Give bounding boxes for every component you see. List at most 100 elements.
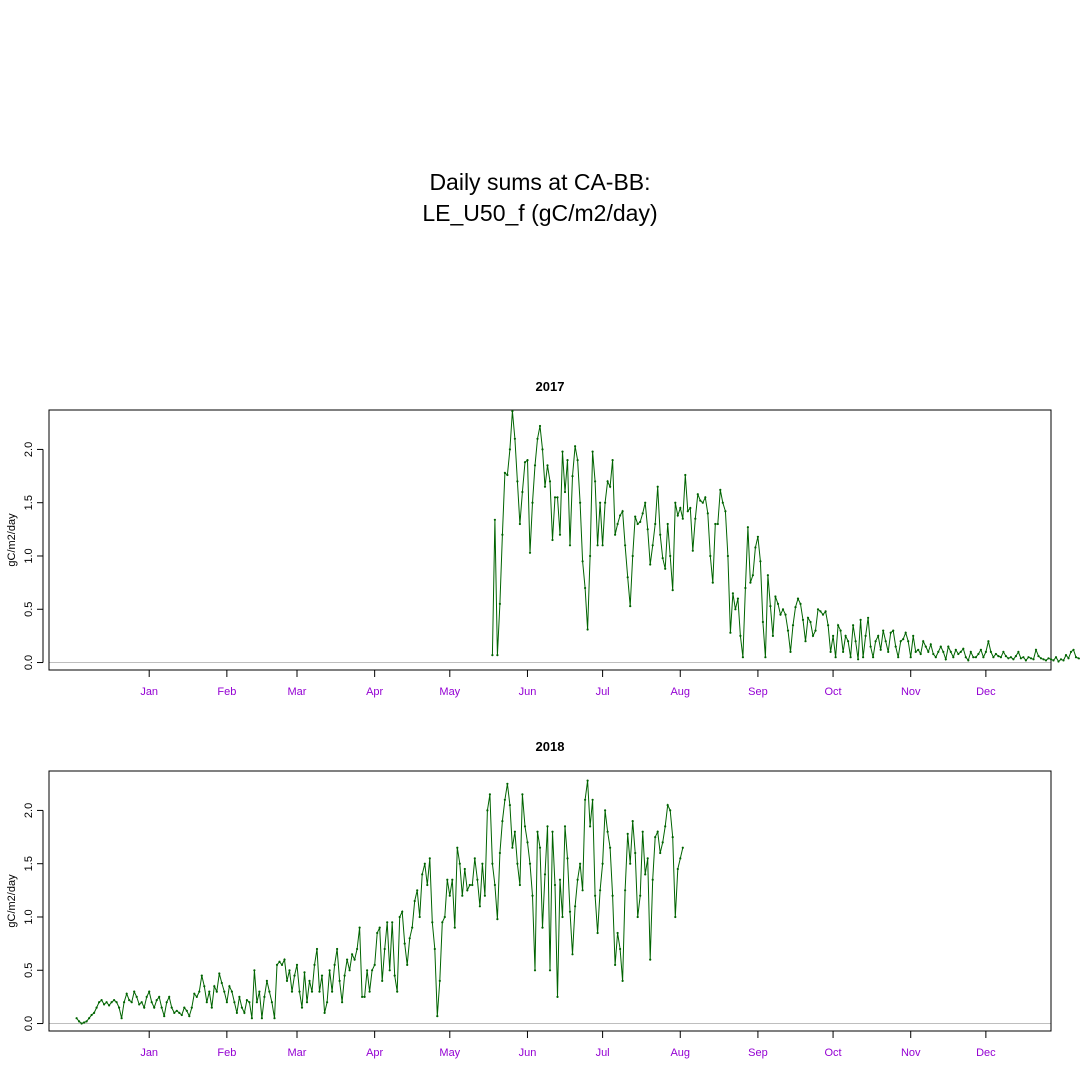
data-point [576,459,579,462]
data-point [436,1015,439,1018]
data-point [561,450,564,453]
data-point [516,480,519,483]
data-point [541,448,544,451]
data-point [626,832,629,836]
x-tick-label-sep: Sep [748,686,768,698]
data-point [834,656,837,659]
x-tick-label-feb: Feb [217,686,236,698]
data-point [686,510,689,513]
data-point [604,809,607,812]
data-point [398,915,401,919]
data-point [393,974,396,977]
data-point [972,656,975,659]
data-point [997,655,1000,658]
data-point [651,878,654,881]
data-point [363,995,366,999]
data-point [821,613,825,616]
data-point [300,1006,304,1009]
data-point [235,1011,238,1015]
data-point [255,1001,258,1004]
data-point [448,894,451,897]
data-point [839,629,842,632]
data-point [223,990,226,993]
data-point [148,990,151,993]
data-point [1024,659,1027,662]
data-point [208,990,211,993]
data-point [646,857,649,860]
data-point [681,846,684,849]
data-point [240,1006,243,1009]
data-point [1072,648,1075,651]
data-point [639,894,642,897]
data-point [521,490,524,494]
data-point [506,473,509,477]
y-tick-label: 1.0 [23,909,35,924]
data-point [150,1001,153,1004]
data-point [98,1001,101,1004]
data-point [959,650,962,654]
x-tick-label-mar: Mar [288,686,307,698]
data-point [280,963,284,967]
data-point [566,857,569,860]
data-point [671,836,674,839]
data-point [210,1006,213,1009]
data-point [160,1006,163,1009]
data-point [366,969,369,972]
data-point [123,1001,126,1004]
data-point [952,656,955,659]
data-point [999,656,1003,659]
data-point [513,830,517,833]
data-point [1012,658,1015,661]
data-point [811,634,815,638]
data-point [200,974,203,977]
data-point [832,634,835,638]
data-point [115,1001,118,1004]
data-point [854,640,857,643]
data-point [275,963,279,967]
data-point [378,926,381,929]
data-point [591,798,594,801]
x-tick-label-jan: Jan [140,686,158,698]
data-point [669,554,672,558]
data-point [1022,656,1025,659]
data-point [501,533,504,536]
x-tick-label-may: May [439,1047,460,1059]
data-point [528,551,532,554]
data-point [887,650,890,654]
x-tick-label-feb: Feb [217,1047,236,1059]
data-point [641,512,644,515]
data-point [1052,659,1055,662]
data-point [175,1009,178,1012]
data-point [163,1015,166,1018]
data-point [624,889,627,892]
y-tick-label: 0.5 [23,602,35,617]
data-point [486,809,489,812]
data-point [273,1017,276,1020]
data-point [566,459,569,462]
data-point [548,969,552,972]
data-point [260,1017,263,1020]
data-point [1074,656,1078,659]
data-point [386,921,389,924]
data-point [874,640,877,643]
data-point [93,1011,96,1015]
data-point [947,645,950,648]
data-point [503,471,506,474]
data-point [185,1009,188,1012]
data-point [431,921,434,924]
main-title-line-1: Daily sums at CA-BB: [429,169,651,195]
data-point [383,947,386,951]
data-point [914,650,917,654]
data-point [553,496,557,499]
data-point [511,846,514,849]
data-point [158,995,161,999]
data-point [536,830,539,833]
data-point [538,846,542,849]
data-point [391,921,394,924]
data-point [756,535,760,538]
data-point [446,878,449,881]
data-point [739,634,742,638]
data-point [496,918,499,921]
data-point [145,995,148,999]
data-point [230,990,233,993]
